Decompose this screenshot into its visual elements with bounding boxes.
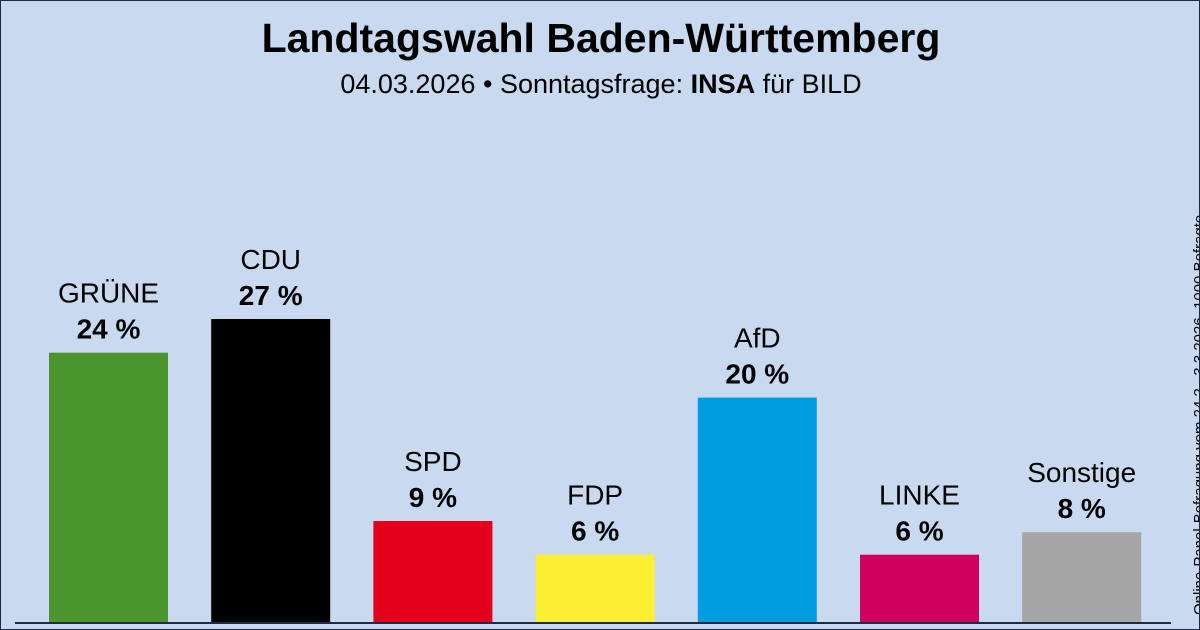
value-label-afd: 20 % — [725, 359, 789, 390]
bar-group: 24 % GRÜNE 27 % CDU 9 % SPD 6 % FDP 20 % AfD 6 % LI… — [49, 244, 1142, 622]
value-label-sonstige: 8 % — [1058, 493, 1106, 524]
poll-date: 04.03.2026 — [340, 69, 476, 99]
poll-client: für BILD — [755, 69, 862, 99]
bar-fdp — [535, 554, 655, 622]
party-label-cdu: CDU — [240, 244, 301, 275]
party-label-grüne: GRÜNE — [58, 278, 159, 309]
value-label-linke: 6 % — [895, 516, 943, 547]
value-label-cdu: 27 % — [239, 280, 303, 311]
value-label-spd: 9 % — [409, 482, 457, 513]
value-label-fdp: 6 % — [571, 516, 619, 547]
bar-sonstige — [1022, 532, 1142, 622]
bar-afd — [697, 397, 817, 622]
party-label-spd: SPD — [404, 446, 462, 477]
party-label-fdp: FDP — [567, 480, 623, 511]
subtitle-separator: • Sonntagsfrage: — [475, 69, 691, 99]
bar-linke — [860, 554, 979, 622]
bar-grüne — [49, 352, 168, 622]
value-label-grüne: 24 % — [77, 314, 141, 345]
poll-institute: INSA — [690, 69, 756, 99]
chart-title: Landtagswahl Baden-Württemberg — [261, 15, 941, 61]
bar-cdu — [211, 319, 331, 622]
party-label-sonstige: Sonstige — [1027, 457, 1136, 488]
chart-subtitle: 04.03.2026 • Sonntagsfrage: INSA für BIL… — [1, 69, 1199, 100]
party-label-afd: AfD — [734, 323, 781, 354]
survey-footnote: Online-Panel-Befragung vom 24.2.–3.3.202… — [1191, 214, 1200, 615]
bar-spd — [373, 521, 493, 622]
party-label-linke: LINKE — [879, 480, 960, 511]
